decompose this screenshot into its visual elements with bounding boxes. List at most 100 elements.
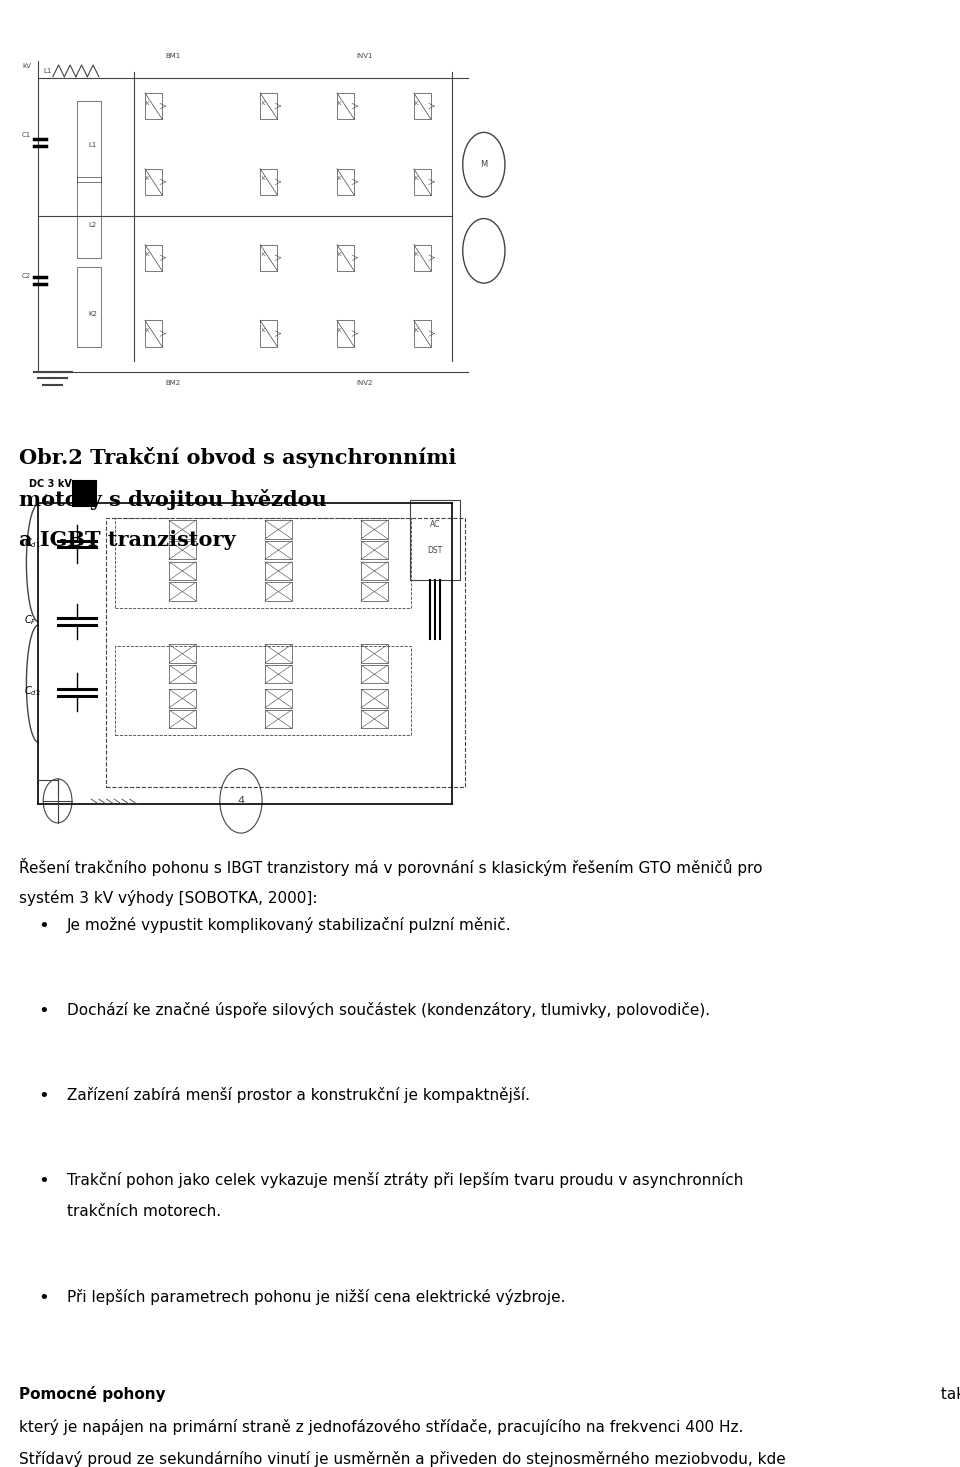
Text: Dochází ke značné úspoře silových součástek (kondenzátory, tlumivky, polovodiče): Dochází ke značné úspoře silových součás… [67,1002,710,1018]
Text: BM2: BM2 [165,380,180,386]
Bar [169,541,196,559]
Text: Trakční pohon jako celek vykazuje menší ztráty při lepším tvaru proudu v asynchr: Trakční pohon jako celek vykazuje menší … [67,1172,744,1188]
Text: •: • [38,1002,49,1020]
Text: který je napájen na primární straně z jednofázového střídače, pracujícího na fre: který je napájen na primární straně z je… [19,1419,744,1435]
Text: •: • [38,1172,49,1190]
Bar [169,665,196,684]
Bar [337,169,354,195]
Bar [145,92,162,119]
Bar [265,562,292,579]
Text: takto řešených hnacích vozidel jsou galvanicky odděleny pomocí transformátoru,: takto řešených hnacích vozidel jsou galv… [936,1386,960,1402]
Text: Zařízení zabírá menší prostor a konstrukční je kompaktnější.: Zařízení zabírá menší prostor a konstruk… [67,1087,530,1103]
Bar [260,320,277,346]
Bar [361,644,388,663]
Text: K: K [261,176,265,182]
Text: C1: C1 [22,132,32,138]
Text: K: K [146,176,150,182]
Text: •: • [38,917,49,934]
Text: $C_{d1}$: $C_{d1}$ [24,535,40,550]
Text: K: K [146,252,150,257]
Bar [260,92,277,119]
Text: kV: kV [22,63,31,69]
Text: $C_{d2}$: $C_{d2}$ [24,684,40,698]
Bar [260,245,277,271]
Bar [169,562,196,579]
Bar [414,245,431,271]
Bar [169,582,196,601]
Text: DST: DST [427,546,443,556]
Bar [361,582,388,601]
Bar [361,562,388,579]
Text: Střídavý proud ze sekundárního vinutí je usměrněn a přiveden do stejnosměrného m: Střídavý proud ze sekundárního vinutí je… [19,1451,786,1467]
Bar [337,320,354,346]
Text: K: K [338,252,342,257]
Text: K: K [146,101,150,106]
Text: trakčních motorech.: trakčních motorech. [67,1204,222,1219]
Bar [106,518,465,786]
Bar [265,710,292,728]
Text: K: K [261,329,265,333]
Bar [169,710,196,728]
Bar [414,169,431,195]
Bar [260,169,277,195]
Text: Je možné vypustit komplikovaný stabilizační pulzní měnič.: Je možné vypustit komplikovaný stabiliza… [67,917,512,933]
Text: K: K [415,176,419,182]
Bar [77,101,101,182]
Text: K: K [261,101,265,106]
Bar [265,689,292,707]
Text: K2: K2 [88,311,97,317]
Text: INV1: INV1 [356,53,373,59]
Text: K: K [261,252,265,257]
Bar [265,541,292,559]
Bar [265,644,292,663]
Bar [72,480,96,506]
Text: K: K [338,101,342,106]
Bar [361,689,388,707]
Bar [361,710,388,728]
Text: $L_F$: $L_F$ [43,493,55,506]
Text: 4: 4 [237,795,245,805]
Text: Řešení trakčního pohonu s IBGT tranzistory má v porovnání s klasickým řešením GT: Řešení trakčního pohonu s IBGT tranzisto… [19,858,762,876]
Bar [169,689,196,707]
Text: •: • [38,1087,49,1105]
Bar [265,665,292,684]
Text: K: K [338,176,342,182]
Text: $C_F$: $C_F$ [24,613,36,626]
Text: systém 3 kV výhody [SOBOTKA, 2000]:: systém 3 kV výhody [SOBOTKA, 2000]: [19,890,318,907]
Text: L2: L2 [88,222,97,227]
Bar [77,267,101,348]
Text: L1: L1 [88,142,97,148]
Text: motory s dvojitou hvězdou: motory s dvojitou hvězdou [19,489,327,509]
Bar [414,320,431,346]
Text: DC 3 kV: DC 3 kV [29,480,72,489]
Bar [145,169,162,195]
Bar [361,541,388,559]
Bar [115,645,411,735]
Bar [265,582,292,601]
Bar [169,644,196,663]
Text: K: K [415,101,419,106]
Bar [337,245,354,271]
Text: K: K [146,329,150,333]
Bar [77,178,101,258]
Bar [337,92,354,119]
Text: L1: L1 [43,69,52,75]
Bar [169,521,196,538]
Text: Při lepších parametrech pohonu je nižší cena elektrické výzbroje.: Při lepších parametrech pohonu je nižší … [67,1289,565,1306]
Bar [145,245,162,271]
Bar [265,521,292,538]
Bar [361,521,388,538]
Text: a IGBT tranzistory: a IGBT tranzistory [19,530,236,550]
Text: Pomocné pohony: Pomocné pohony [19,1386,166,1402]
Text: K: K [338,329,342,333]
Text: Obr.2 Trakční obvod s asynchronními: Obr.2 Trakční obvod s asynchronními [19,447,457,468]
Bar [145,320,162,346]
Text: C2: C2 [22,273,32,279]
Text: M: M [480,160,488,169]
Bar [410,499,460,579]
Text: K: K [415,252,419,257]
Text: K: K [415,329,419,333]
Bar [115,518,411,607]
Text: •: • [38,1289,49,1307]
Text: INV2: INV2 [356,380,373,386]
